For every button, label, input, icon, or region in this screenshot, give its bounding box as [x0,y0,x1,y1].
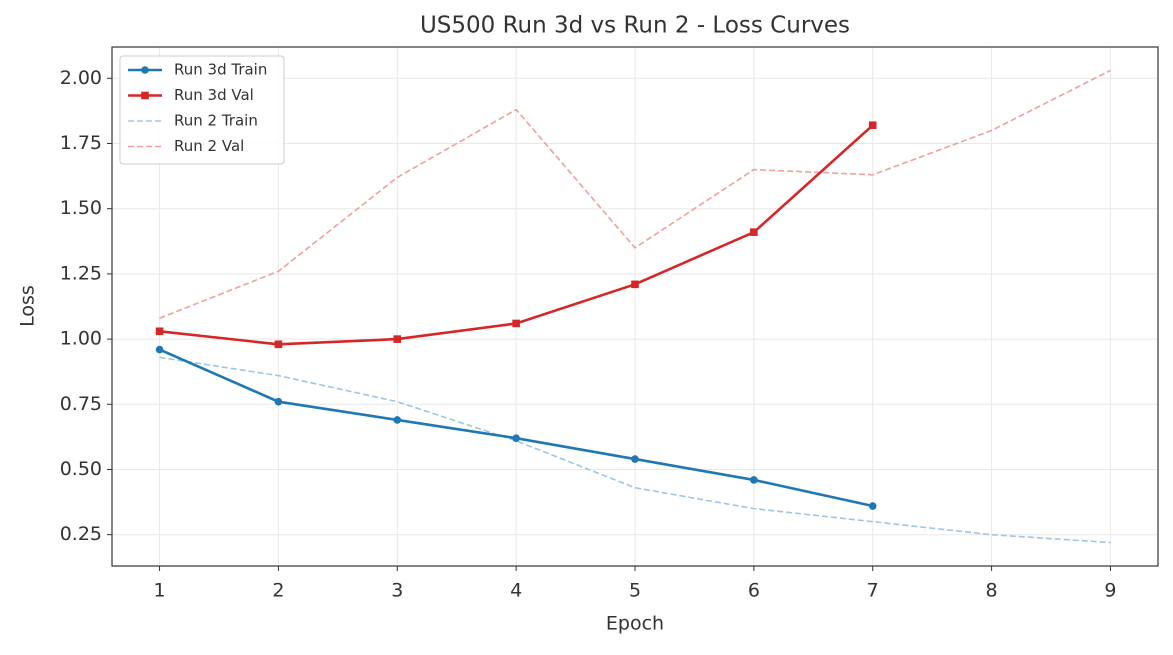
point [750,228,758,236]
plot-frame [111,46,1159,567]
point [274,340,283,349]
x-tick-label: 2 [272,580,284,602]
y-tick-label: 0.25 [60,523,102,545]
point [512,434,520,443]
point [155,327,164,336]
point [631,280,639,289]
y-tick-label: 0.75 [60,393,102,415]
x-tick-label: 4 [510,580,522,602]
legend-marker [141,91,149,100]
legend-label: Run 2 Train [174,112,258,130]
x-tick-label: 7 [867,580,879,602]
point [868,502,877,510]
x-tick-label: 8 [986,580,998,602]
point [393,335,402,343]
y-tick-label: 1.50 [60,197,102,219]
x-tick-label: 5 [629,580,641,602]
x-axis-label: Epoch [606,613,664,635]
series-line [159,356,1111,544]
y-tick-label: 1.25 [60,262,102,284]
x-tick-label: 1 [153,580,165,602]
y-tick-label: 2.00 [60,67,102,89]
point [512,319,520,328]
point [155,345,164,354]
x-tick-label: 9 [1104,580,1116,602]
legend-label: Run 3d Val [174,86,254,104]
point [393,416,402,424]
y-tick-label: 0.50 [60,458,102,480]
x-tick-label: 6 [748,580,760,602]
y-tick-label: 1.75 [60,132,102,154]
legend-label: Run 3d Train [174,61,267,79]
point [750,476,758,484]
point [631,455,639,463]
point [868,121,877,130]
x-tick-label: 3 [391,580,403,602]
chart-title: US500 Run 3d vs Run 2 - Loss Curves [420,13,850,39]
legend-box [119,55,285,165]
legend-label: Run 2 Val [174,137,244,155]
y-axis-label: Loss [17,285,39,327]
point [274,397,283,406]
legend-marker [141,66,149,74]
series-line [159,69,1111,319]
legend: Run 3d Train Run 3d Val Run 2 Train Run 2 V… [119,55,285,165]
y-tick-label: 1.00 [60,328,102,350]
